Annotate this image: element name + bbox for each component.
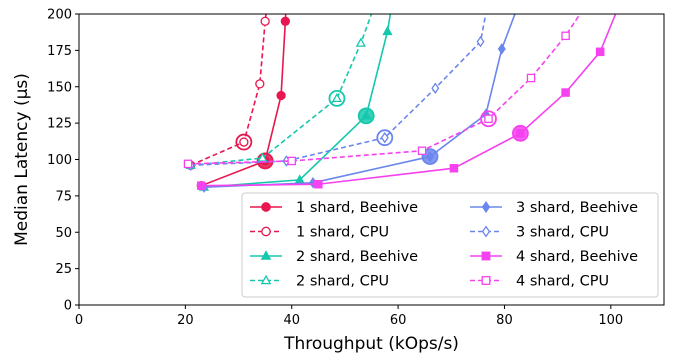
x-tick-label: 100 xyxy=(598,313,623,328)
series-line xyxy=(203,14,392,188)
data-point xyxy=(280,16,290,26)
series-line xyxy=(201,14,287,187)
legend-label: 1 shard, Beehive xyxy=(296,200,418,216)
data-point xyxy=(485,0,491,4)
data-point xyxy=(561,31,570,41)
legend-marker xyxy=(260,250,272,260)
highlight-point xyxy=(512,124,529,142)
legend-entry: 2 shard, CPU xyxy=(250,274,389,290)
data-point xyxy=(197,181,206,190)
data-point xyxy=(561,88,570,97)
y-tick-label: 0 xyxy=(64,299,72,314)
legend-label: 1 shard, CPU xyxy=(296,225,389,241)
data-point xyxy=(417,146,427,156)
legend-marker xyxy=(481,225,491,238)
x-tick-label: 60 xyxy=(390,313,407,328)
data-point xyxy=(389,0,397,2)
data-point xyxy=(517,0,523,4)
data-point xyxy=(276,90,286,101)
highlight-point xyxy=(235,133,253,151)
data-point xyxy=(586,0,593,3)
legend-label: 3 shard, CPU xyxy=(516,225,609,241)
data-point xyxy=(449,163,459,173)
data-point xyxy=(287,156,296,166)
data-point xyxy=(618,0,625,3)
data-point xyxy=(476,35,485,48)
data-point xyxy=(484,114,493,124)
legend-label: 2 shard, Beehive xyxy=(296,249,418,265)
legend-label: 3 shard, Beehive xyxy=(516,200,638,216)
y-tick-label: 175 xyxy=(47,44,72,59)
y-axis-label: Median Latency (μs) xyxy=(12,73,32,246)
x-tick-label: 80 xyxy=(496,313,513,328)
legend-marker xyxy=(261,226,271,237)
highlight-point xyxy=(357,107,375,125)
legend-entry: 2 shard, Beehive xyxy=(250,249,418,265)
data-point xyxy=(264,0,272,3)
legend-marker xyxy=(481,276,491,285)
data-point xyxy=(239,137,249,147)
y-tick-label: 150 xyxy=(47,80,72,95)
data-point xyxy=(255,79,265,89)
x-tick-label: 0 xyxy=(75,313,83,328)
data-point xyxy=(282,0,290,3)
data-point xyxy=(431,82,440,94)
series-line xyxy=(203,14,516,188)
y-tick-label: 50 xyxy=(55,226,72,241)
highlight-point xyxy=(376,129,394,147)
series-7 xyxy=(197,0,625,190)
highlight-point xyxy=(480,110,497,128)
legend-entry: 4 shard, CPU xyxy=(470,274,609,290)
series-line xyxy=(190,14,487,167)
legend-entry: 4 shard, Beehive xyxy=(470,249,638,265)
series-line xyxy=(190,14,373,167)
data-point xyxy=(355,37,366,47)
series-3 xyxy=(198,0,397,191)
legend-label: 2 shard, CPU xyxy=(296,274,389,290)
data-point xyxy=(314,179,323,189)
series-layer xyxy=(183,0,625,193)
y-tick-label: 200 xyxy=(47,8,72,23)
data-point xyxy=(595,47,605,57)
y-tick-label: 75 xyxy=(55,189,72,204)
x-tick-label: 40 xyxy=(283,313,300,328)
legend-marker xyxy=(481,201,491,213)
x-axis-label: Throughput (kOps/s) xyxy=(283,334,459,354)
legend-marker xyxy=(261,202,271,212)
series-8 xyxy=(183,0,593,169)
legend-label: 4 shard, CPU xyxy=(516,274,609,290)
legend-label: 4 shard, Beehive xyxy=(516,249,638,265)
y-tick-label: 100 xyxy=(47,153,72,168)
legend-marker xyxy=(260,274,272,285)
legend-entry: 1 shard, Beehive xyxy=(250,200,418,216)
data-point xyxy=(497,43,506,55)
legend-entry: 3 shard, Beehive xyxy=(470,200,638,216)
y-tick-label: 125 xyxy=(47,117,72,132)
y-tick-label: 25 xyxy=(55,262,72,277)
data-point xyxy=(260,16,270,26)
data-point xyxy=(373,0,381,2)
tick-layer: 0 20 40 60 80 100 0 25 50 75 100 125 150 175 200 xyxy=(47,8,623,329)
legend-box xyxy=(241,192,659,298)
data-point xyxy=(382,25,393,36)
highlight-point xyxy=(328,89,346,107)
legend-marker xyxy=(481,251,491,261)
data-point xyxy=(380,131,389,144)
legend: 1 shard, Beehive 1 shard, CPU 2 shard, Bee… xyxy=(241,192,659,298)
x-tick-label: 20 xyxy=(177,313,194,328)
legend-entry: 1 shard, CPU xyxy=(250,225,389,241)
data-point xyxy=(183,159,193,169)
data-point xyxy=(331,92,343,103)
data-point xyxy=(526,73,536,83)
legend-entry: 3 shard, CPU xyxy=(470,225,609,241)
series-2 xyxy=(186,0,272,170)
